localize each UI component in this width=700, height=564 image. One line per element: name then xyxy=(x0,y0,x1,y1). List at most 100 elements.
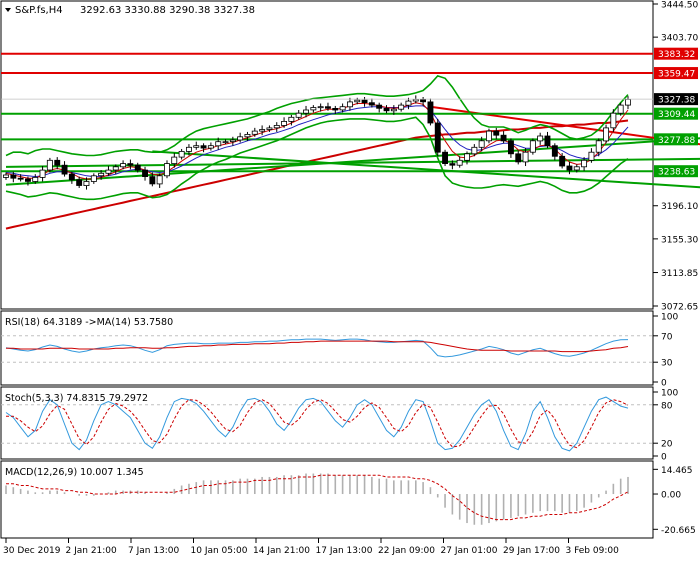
candle xyxy=(295,109,302,120)
bullish-candle xyxy=(281,121,287,126)
stoch-pane xyxy=(0,386,654,460)
candle xyxy=(39,166,46,182)
candle xyxy=(303,105,309,118)
candle xyxy=(610,109,617,132)
rsi-main-line xyxy=(5,338,629,358)
bearish-candle xyxy=(24,178,31,182)
stoch-y-tick-label: 20 xyxy=(661,440,673,450)
stoch-layer xyxy=(1,396,653,452)
candle xyxy=(573,164,580,173)
bearish-candle xyxy=(515,153,522,163)
bullish-candle xyxy=(522,151,529,163)
bullish-candle xyxy=(193,145,200,148)
candle xyxy=(142,166,148,181)
bearish-candle xyxy=(200,145,207,149)
bullish-candle xyxy=(112,166,119,171)
candle xyxy=(551,143,558,161)
macd-label: MACD(12,26,9) 10.007 1.345 xyxy=(5,467,144,478)
bollinger-lower xyxy=(5,116,629,201)
bullish-candle xyxy=(295,112,302,118)
bullish-candle xyxy=(163,163,170,177)
candle xyxy=(581,157,587,171)
candle xyxy=(229,136,236,146)
candle xyxy=(281,117,287,128)
bearish-candle xyxy=(544,135,551,147)
price-y-tick-label: 3155.30 xyxy=(661,235,698,245)
candle xyxy=(427,98,434,126)
candle xyxy=(163,160,170,179)
level-label-support: 3238.63 xyxy=(658,168,695,178)
bearish-candle xyxy=(442,151,448,164)
bearish-candle xyxy=(142,169,148,178)
bullish-candle xyxy=(610,112,617,129)
bearish-candle xyxy=(149,176,156,185)
bullish-candle xyxy=(485,130,492,142)
bullish-candle xyxy=(317,106,324,109)
bullish-candle xyxy=(412,99,419,102)
level-label-box xyxy=(654,107,698,120)
stoch-label: Stoch(5,3,3) 74.8315 79.2972 xyxy=(5,393,148,404)
candle xyxy=(207,142,214,151)
candle xyxy=(83,177,90,190)
bearish-candle xyxy=(376,104,383,109)
candle xyxy=(98,170,105,180)
candle xyxy=(332,105,339,115)
price-y-tick-label: 3196.10 xyxy=(661,202,698,212)
x-tick-label: 29 Jan 17:00 xyxy=(503,546,560,556)
bullish-candle xyxy=(354,99,361,103)
bullish-candle xyxy=(573,166,580,171)
bearish-candle xyxy=(449,163,456,166)
price-y-tick-label: 3444.50 xyxy=(661,1,698,11)
long-ma-line xyxy=(5,119,629,230)
level-label-box xyxy=(654,67,698,80)
x-tick-label: 30 Dec 2019 xyxy=(3,546,61,556)
bullish-candle xyxy=(603,127,609,142)
bearish-candle xyxy=(61,164,68,175)
bearish-candle xyxy=(54,159,61,166)
candle xyxy=(178,148,185,160)
candle xyxy=(288,114,295,126)
bearish-candle xyxy=(361,99,368,103)
bullish-candle xyxy=(259,129,266,132)
bullish-candle xyxy=(215,141,222,147)
bullish-candle xyxy=(178,150,185,158)
bullish-candle xyxy=(3,174,9,178)
candle xyxy=(346,97,353,111)
candle xyxy=(544,131,551,149)
candle xyxy=(46,157,53,173)
bullish-candle xyxy=(83,181,90,186)
x-tick-label: 14 Jan 21:00 xyxy=(253,546,310,556)
candle xyxy=(485,128,492,144)
rsi-pane xyxy=(0,310,654,386)
bullish-candle xyxy=(529,140,536,153)
candle xyxy=(368,98,375,108)
candle xyxy=(405,97,412,110)
level-label-box xyxy=(654,165,698,178)
candle xyxy=(310,105,317,113)
x-tick-label: 22 Jan 09:00 xyxy=(378,546,435,556)
price-y-tick-label: 3113.85 xyxy=(661,269,698,279)
candle xyxy=(273,122,280,132)
macd-y-tick-label: -20.665 xyxy=(661,526,696,536)
candle xyxy=(266,125,273,132)
candle xyxy=(251,127,258,137)
x-tick-label: 17 Jan 13:00 xyxy=(316,546,373,556)
candle xyxy=(390,105,397,115)
bullish-candle xyxy=(537,135,544,142)
bearish-candle xyxy=(383,108,390,112)
bullish-candle xyxy=(237,136,244,141)
bullish-candle xyxy=(273,125,280,129)
stoch-y-tick-label: 80 xyxy=(661,401,673,411)
candle xyxy=(515,150,522,165)
bearish-candle xyxy=(420,99,426,103)
candle xyxy=(237,132,244,143)
rsi-y-tick-label: 0 xyxy=(661,379,667,389)
candle xyxy=(90,173,97,184)
candle xyxy=(112,164,119,175)
dropdown-triangle-icon[interactable] xyxy=(5,8,11,12)
candle xyxy=(222,139,229,145)
x-tick-label: 27 Jan 01:00 xyxy=(441,546,498,556)
candle xyxy=(10,171,17,183)
